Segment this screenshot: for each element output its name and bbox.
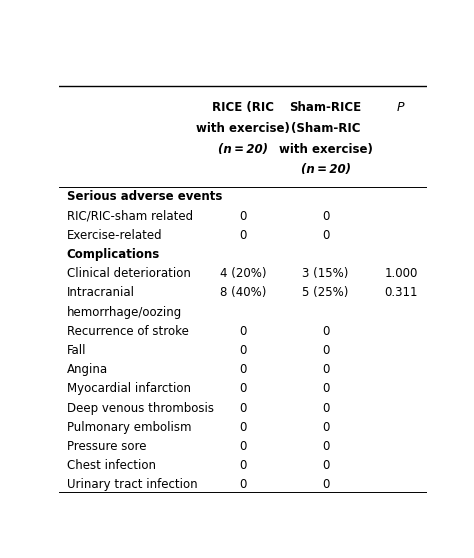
Text: 3 (15%): 3 (15%) xyxy=(302,267,349,280)
Text: 0: 0 xyxy=(322,382,329,396)
Text: 0: 0 xyxy=(239,344,246,357)
Text: 0: 0 xyxy=(322,210,329,223)
Text: (Sham-RIC: (Sham-RIC xyxy=(291,122,360,135)
Text: with exercise): with exercise) xyxy=(279,143,373,156)
Text: 0: 0 xyxy=(239,402,246,415)
Text: 0: 0 xyxy=(322,363,329,376)
Text: 5 (25%): 5 (25%) xyxy=(302,286,349,300)
Text: Intracranial: Intracranial xyxy=(66,286,135,300)
Text: Angina: Angina xyxy=(66,363,108,376)
Text: 8 (40%): 8 (40%) xyxy=(220,286,266,300)
Text: 0: 0 xyxy=(322,478,329,492)
Text: 0: 0 xyxy=(239,229,246,242)
Text: Clinical deterioration: Clinical deterioration xyxy=(66,267,191,280)
Text: 0: 0 xyxy=(239,421,246,434)
Text: 0: 0 xyxy=(239,325,246,338)
Text: 1.000: 1.000 xyxy=(384,267,418,280)
Text: Deep venous thrombosis: Deep venous thrombosis xyxy=(66,402,214,415)
Text: 0: 0 xyxy=(322,459,329,472)
Text: Fall: Fall xyxy=(66,344,86,357)
Text: 0.311: 0.311 xyxy=(384,286,418,300)
Text: (n = 20): (n = 20) xyxy=(218,143,268,156)
Text: P: P xyxy=(397,102,405,114)
Text: Sham-RICE: Sham-RICE xyxy=(290,102,362,114)
Text: 0: 0 xyxy=(322,344,329,357)
Text: Complications: Complications xyxy=(66,248,160,261)
Text: 0: 0 xyxy=(322,421,329,434)
Text: Pulmonary embolism: Pulmonary embolism xyxy=(66,421,191,434)
Text: Exercise-related: Exercise-related xyxy=(66,229,162,242)
Text: RIC/RIC-sham related: RIC/RIC-sham related xyxy=(66,210,193,223)
Text: 0: 0 xyxy=(239,440,246,453)
Text: 0: 0 xyxy=(239,459,246,472)
Text: 0: 0 xyxy=(322,402,329,415)
Text: 0: 0 xyxy=(239,382,246,396)
Text: 0: 0 xyxy=(322,440,329,453)
Text: 4 (20%): 4 (20%) xyxy=(219,267,266,280)
Text: 0: 0 xyxy=(239,210,246,223)
Text: Urinary tract infection: Urinary tract infection xyxy=(66,478,197,492)
Text: 0: 0 xyxy=(322,229,329,242)
Text: 0: 0 xyxy=(239,363,246,376)
Text: Chest infection: Chest infection xyxy=(66,459,155,472)
Text: Myocardial infarction: Myocardial infarction xyxy=(66,382,191,396)
Text: Recurrence of stroke: Recurrence of stroke xyxy=(66,325,189,338)
Text: 0: 0 xyxy=(239,478,246,492)
Text: Serious adverse events: Serious adverse events xyxy=(66,190,222,203)
Text: 0: 0 xyxy=(322,325,329,338)
Text: Pressure sore: Pressure sore xyxy=(66,440,146,453)
Text: with exercise): with exercise) xyxy=(196,122,290,135)
Text: RICE (RIC: RICE (RIC xyxy=(212,102,274,114)
Text: hemorrhage/oozing: hemorrhage/oozing xyxy=(66,306,182,319)
Text: (n = 20): (n = 20) xyxy=(301,163,351,176)
